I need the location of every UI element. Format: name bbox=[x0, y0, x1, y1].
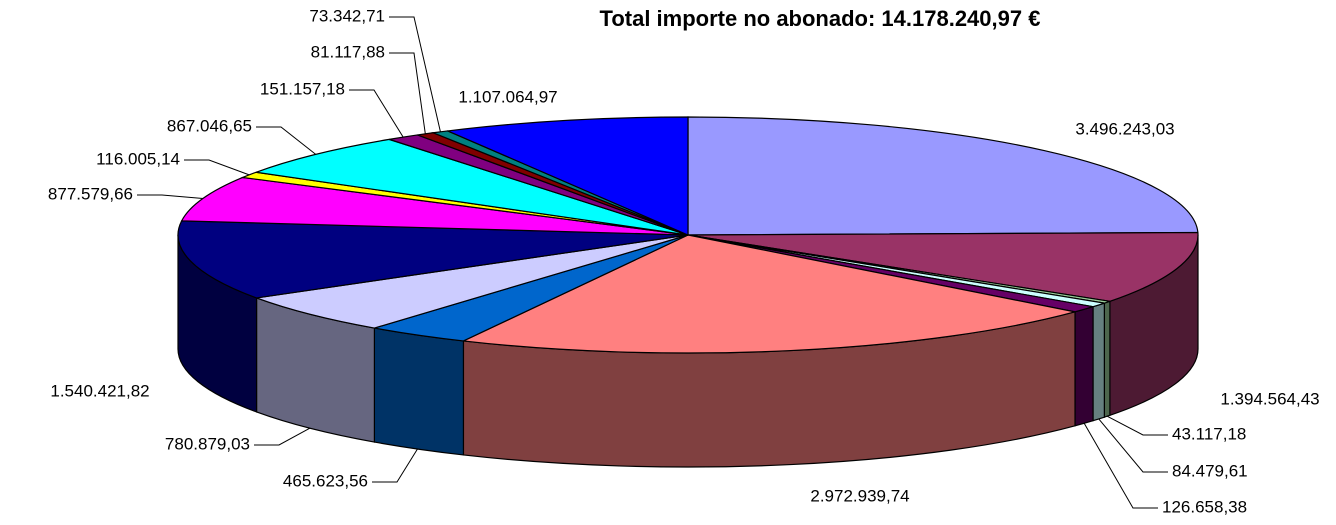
pie-slice bbox=[255, 138, 689, 236]
data-label: 81.117,88 bbox=[311, 42, 385, 61]
chart-title: Total importe no abonado: 14.178.240,97 … bbox=[600, 6, 1041, 31]
leader-line bbox=[389, 52, 426, 134]
pie-side bbox=[1074, 305, 1094, 427]
pie-slice bbox=[445, 116, 689, 236]
data-label: 73.342,71 bbox=[309, 6, 385, 25]
pie-slice bbox=[687, 231, 1199, 302]
pie-slice bbox=[177, 220, 689, 299]
leader-line bbox=[372, 448, 418, 483]
data-label: 116.005,14 bbox=[96, 149, 180, 168]
pie-side bbox=[373, 327, 465, 456]
pie-slice bbox=[256, 234, 689, 329]
data-label: 877.579,66 bbox=[48, 184, 133, 203]
data-label: 1.107.064,97 bbox=[458, 87, 557, 106]
data-label: 780.879,03 bbox=[165, 434, 250, 453]
leader-line bbox=[137, 194, 204, 199]
leader-line bbox=[256, 126, 317, 155]
leader-line bbox=[184, 159, 250, 176]
data-label: 1.394.564,43 bbox=[1220, 389, 1319, 408]
data-label: 867.046,65 bbox=[167, 116, 252, 135]
data-label: 151.157,18 bbox=[260, 79, 345, 98]
pie-side bbox=[1103, 300, 1111, 418]
pie-side bbox=[1092, 302, 1105, 422]
leader-line bbox=[1098, 418, 1168, 473]
pie-slice bbox=[687, 116, 1199, 236]
data-label: 126.658,38 bbox=[1162, 497, 1247, 516]
leader-line bbox=[254, 427, 311, 446]
data-label: 1.540.421,82 bbox=[50, 381, 149, 400]
leader-line bbox=[349, 89, 404, 138]
leader-line bbox=[389, 16, 441, 132]
data-label: 465.623,56 bbox=[283, 471, 368, 490]
data-label: 2.972.939,74 bbox=[810, 486, 909, 505]
leader-line bbox=[1106, 415, 1168, 436]
pie-slice bbox=[180, 176, 689, 236]
data-label: 43.117,18 bbox=[1172, 424, 1246, 443]
pie-slice bbox=[461, 234, 1076, 354]
leader-line bbox=[1083, 423, 1158, 509]
data-label: 3.496.243,03 bbox=[1075, 119, 1174, 138]
data-label: 84.479,61 bbox=[1172, 461, 1248, 480]
